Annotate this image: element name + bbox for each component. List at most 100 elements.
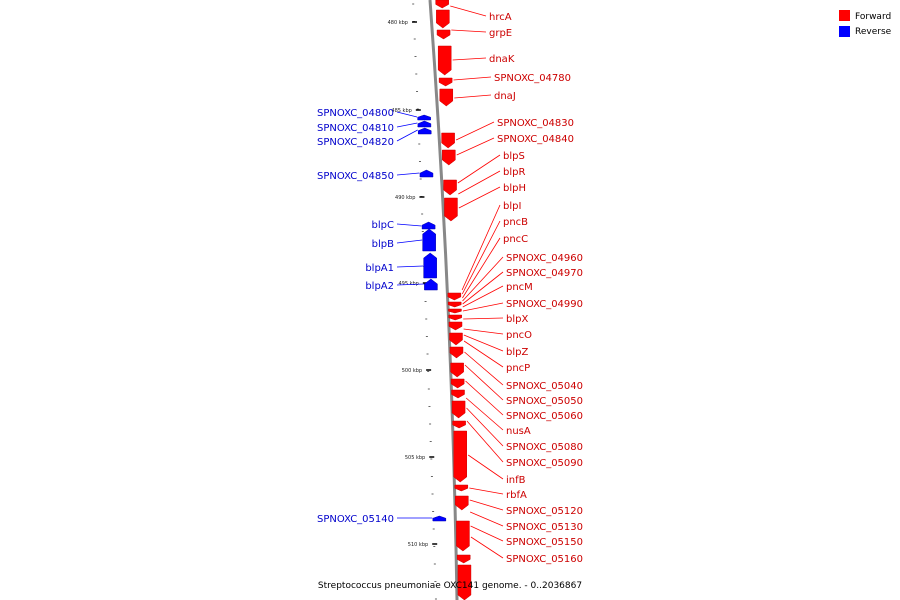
legend-forward-swatch <box>839 10 850 21</box>
forward-gene-feature <box>452 420 466 429</box>
leader-line <box>469 511 504 527</box>
gene-label-blpr: blpR <box>503 167 525 178</box>
gene-label-grpe: grpE <box>489 28 512 39</box>
leader-line <box>463 334 504 352</box>
leader-line <box>396 265 424 268</box>
gene-label-spnoxc-05090: SPNOXC_05090 <box>506 458 583 469</box>
scale-ticks: 480 kbp 485 kbp 490 kbp 495 kbp 500 kbp 505 k… <box>388 3 438 600</box>
leader-line <box>461 220 501 295</box>
reverse-gene-feature <box>419 169 434 178</box>
gene-label-spnoxc-04820: SPNOXC_04820 <box>317 137 394 148</box>
forward-gene-feature <box>439 88 454 107</box>
leader-line <box>469 487 504 495</box>
gene-label-spnoxc-05150: SPNOXC_05150 <box>506 537 583 548</box>
gene-label-pncm: pncM <box>506 282 533 293</box>
leader-line <box>396 223 422 227</box>
gene-label-nusa: nusA <box>506 426 531 437</box>
forward-gene-feature <box>443 179 457 196</box>
leader-line <box>452 57 487 61</box>
forward-gene-feature <box>450 378 465 389</box>
gene-label-spnoxc-04800: SPNOXC_04800 <box>317 108 394 119</box>
leader-line <box>458 186 501 209</box>
forward-gene-feature <box>449 332 463 346</box>
leader-line <box>463 340 504 368</box>
forward-gene-feature <box>456 520 470 552</box>
gene-label-blpx: blpX <box>506 314 528 325</box>
tick-label: 500 kbp <box>402 368 422 374</box>
leader-line <box>451 29 487 33</box>
leader-line <box>463 317 504 320</box>
gene-label-blpb: blpB <box>372 239 394 250</box>
reverse-gene-feature <box>417 127 432 135</box>
gene-label-spnoxc-04970: SPNOXC_04970 <box>506 268 583 279</box>
gene-label-spnoxc-05050: SPNOXC_05050 <box>506 396 583 407</box>
tick-label: 510 kbp <box>408 542 428 548</box>
gene-label-blph: blpH <box>503 183 526 194</box>
leader-line <box>454 94 492 99</box>
leader-line <box>396 172 420 176</box>
gene-label-spnoxc-04840: SPNOXC_04840 <box>497 134 574 145</box>
gene-label-pnco: pncO <box>506 330 532 341</box>
leader-line <box>466 407 504 447</box>
forward-gene-feature <box>448 314 462 321</box>
leader-line <box>470 525 504 542</box>
leader-line <box>396 122 418 128</box>
forward-gene-feature <box>444 197 458 222</box>
leader-line <box>396 129 418 142</box>
gene-label-spnoxc-04960: SPNOXC_04960 <box>506 253 583 264</box>
leader-line <box>466 420 504 463</box>
tick-label: 485 kbp <box>391 108 411 114</box>
gene-label-spnoxc-05140: SPNOXC_05140 <box>317 514 394 525</box>
leader-line <box>464 351 504 386</box>
leader-line <box>469 499 504 511</box>
legend: Forward Reverse <box>839 10 892 37</box>
gene-label-spnoxc-05080: SPNOXC_05080 <box>506 442 583 453</box>
tick-label: 495 kbp <box>398 281 418 287</box>
gene-label-blpi: blpI <box>503 201 521 212</box>
gene-label-spnoxc-05160: SPNOXC_05160 <box>506 554 583 565</box>
genome-caption: Streptococcus pneumoniae OXC141 genome. … <box>318 581 582 591</box>
forward-gene-feature <box>453 430 467 483</box>
gene-label-dnaj: dnaJ <box>494 91 516 102</box>
leader-line <box>462 285 504 308</box>
forward-gene-feature <box>447 301 462 308</box>
legend-reverse-label: Reverse <box>855 27 892 37</box>
leader-line <box>396 239 423 244</box>
reverse-gene-feature <box>422 228 436 252</box>
forward-gene-feature <box>450 362 464 378</box>
forward-gene-feature <box>437 45 452 76</box>
gene-label-pncp: pncP <box>506 363 530 374</box>
reverse-gene-feature <box>421 221 436 230</box>
leader-line <box>396 111 418 118</box>
leader-line <box>464 364 504 401</box>
leader-line <box>463 328 504 335</box>
forward-gene-feature <box>455 495 469 511</box>
gene-label-spnoxc-05040: SPNOXC_05040 <box>506 381 583 392</box>
legend-reverse-swatch <box>839 26 850 37</box>
gene-label-spnoxc-05120: SPNOXC_05120 <box>506 506 583 517</box>
forward-gene-feature <box>448 308 462 314</box>
gene-label-spnoxc-04850: SPNOXC_04850 <box>317 171 394 182</box>
forward-gene-feature <box>438 77 453 87</box>
leader-line <box>465 380 504 416</box>
leader-line <box>462 271 504 305</box>
gene-label-spnoxc-05060: SPNOXC_05060 <box>506 411 583 422</box>
leader-line <box>455 121 495 141</box>
gene-label-spnoxc-04780: SPNOXC_04780 <box>494 73 571 84</box>
gene-label-dnak: dnaK <box>489 54 515 65</box>
gene-label-blpc: blpC <box>372 220 394 231</box>
gene-label-blpa1: blpA1 <box>365 263 394 274</box>
leader-line <box>453 76 492 81</box>
reverse-gene-feature <box>417 120 432 128</box>
reverse-gene-feature <box>432 515 447 522</box>
leader-line <box>461 204 501 291</box>
gene-label-infb: infB <box>506 475 526 486</box>
gene-label-spnoxc-05130: SPNOXC_05130 <box>506 522 583 533</box>
forward-gene-feature <box>435 0 449 9</box>
gene-label-blps: blpS <box>503 151 525 162</box>
gene-label-spnoxc-04830: SPNOXC_04830 <box>497 118 574 129</box>
forward-gene-feature <box>449 346 464 359</box>
reverse-gene-feature <box>424 278 438 291</box>
tick-label: 480 kbp <box>388 20 408 26</box>
forward-gene-feature <box>441 132 455 149</box>
